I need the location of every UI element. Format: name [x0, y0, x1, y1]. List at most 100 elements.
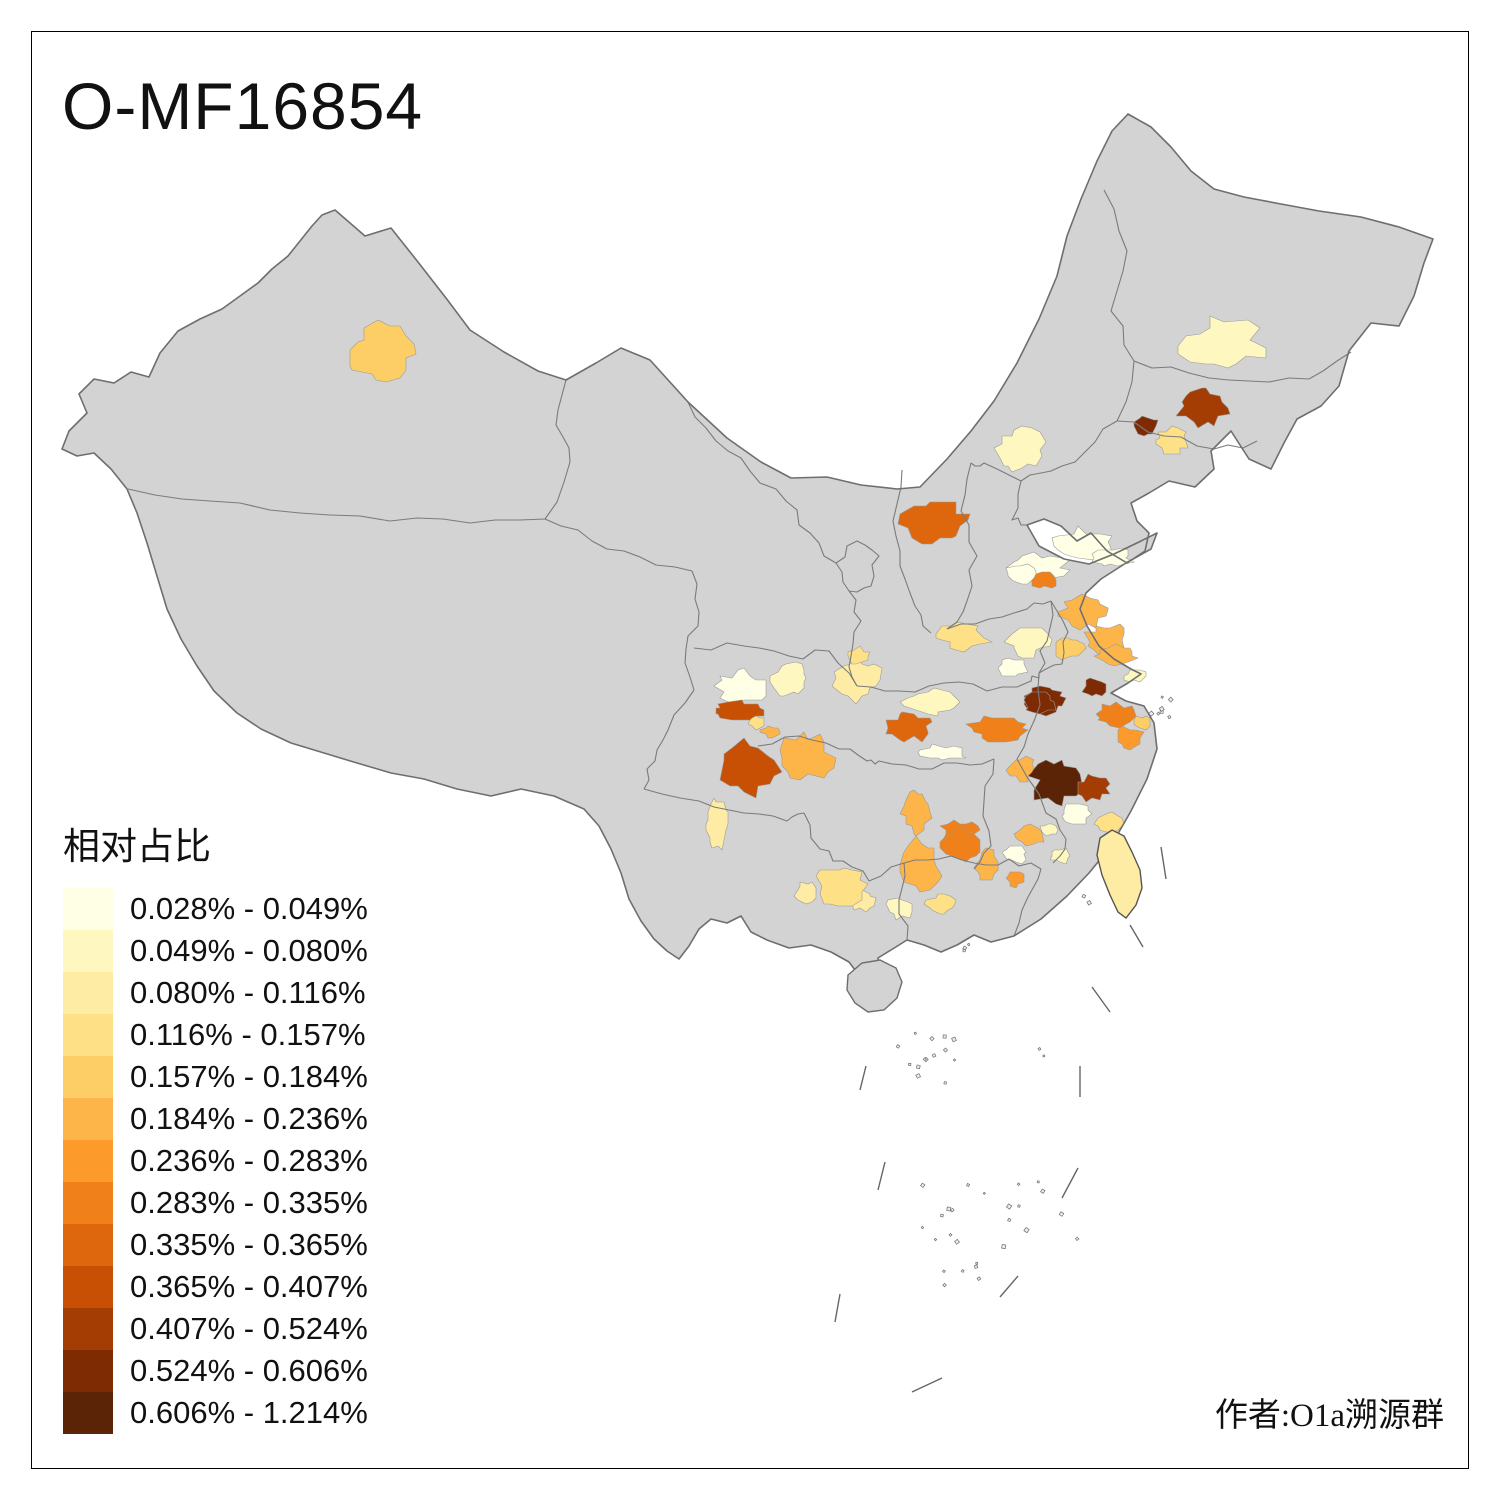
- nine-dash-line-segment: [1160, 846, 1167, 880]
- prefecture-region: [965, 715, 1029, 743]
- legend-label: 0.049% - 0.080%: [130, 933, 368, 968]
- legend-swatch: [63, 1392, 113, 1434]
- legend-item: 0.407% - 0.524%: [63, 1308, 368, 1350]
- small-island: [952, 1058, 957, 1062]
- small-island: [975, 1261, 979, 1265]
- legend-label: 0.184% - 0.236%: [130, 1101, 368, 1136]
- legend-swatch: [63, 1350, 113, 1392]
- prefecture-region: [1061, 803, 1093, 825]
- legend-swatch: [63, 972, 113, 1014]
- prefecture-region: [769, 661, 807, 697]
- small-island: [951, 1036, 957, 1043]
- prefecture-region: [1081, 677, 1107, 697]
- small-island: [1160, 695, 1164, 699]
- small-island: [1158, 705, 1165, 712]
- hainan-island: [846, 959, 903, 1013]
- prefecture-region: [719, 737, 783, 799]
- small-island: [913, 1031, 917, 1035]
- nine-dash-line-segment: [834, 1293, 841, 1323]
- small-island: [960, 1269, 965, 1273]
- small-island: [1167, 696, 1174, 703]
- prefecture-region: [1093, 643, 1139, 667]
- small-island: [942, 1047, 949, 1053]
- small-island: [942, 1282, 947, 1288]
- prefecture-region: [747, 715, 765, 731]
- nine-dash-line-segment: [911, 1377, 943, 1393]
- prefecture-region: [897, 501, 971, 545]
- legend-item: 0.236% - 0.283%: [63, 1140, 368, 1182]
- small-island: [908, 1062, 912, 1066]
- small-island: [1007, 1217, 1012, 1223]
- small-island: [943, 1081, 948, 1085]
- prefecture-region: [847, 645, 871, 665]
- taiwan-island: [1096, 829, 1143, 919]
- small-island: [942, 1269, 946, 1274]
- islands: [846, 829, 1143, 1013]
- prefecture-region: [759, 725, 781, 739]
- legend-item: 0.157% - 0.184%: [63, 1056, 368, 1098]
- national-border-outline: [61, 113, 1434, 992]
- nine-dash-line-segment: [999, 1275, 1019, 1298]
- prefecture-region: [779, 731, 837, 781]
- legend-item: 0.049% - 0.080%: [63, 930, 368, 972]
- legend-item: 0.606% - 1.214%: [63, 1392, 368, 1434]
- nine-dash-line-segment: [1129, 924, 1144, 948]
- small-island: [948, 1232, 953, 1237]
- small-island: [1037, 1047, 1042, 1051]
- nine-dash-line-segment: [859, 1065, 867, 1091]
- small-island: [967, 942, 971, 947]
- legend-swatch: [63, 888, 113, 930]
- prefecture-region: [1005, 563, 1037, 585]
- small-island: [940, 1213, 944, 1218]
- prefecture-region: [1117, 725, 1145, 751]
- prefecture-region: [885, 711, 933, 743]
- legend-label: 0.606% - 1.214%: [130, 1395, 368, 1430]
- small-island: [1001, 1243, 1007, 1250]
- legend-label: 0.236% - 0.283%: [130, 1143, 368, 1178]
- small-island: [973, 1264, 979, 1269]
- small-island: [1036, 1180, 1040, 1184]
- prefecture-region: [831, 653, 883, 705]
- legend-label: 0.116% - 0.157%: [130, 1017, 366, 1052]
- legend-title: 相对占比: [63, 827, 211, 868]
- prefecture-region: [1003, 627, 1053, 659]
- small-island: [966, 1182, 971, 1187]
- prefecture-region: [923, 893, 957, 915]
- small-island: [1167, 715, 1172, 720]
- legend: 相对占比 0.028% - 0.049% 0.049% - 0.080% 0.0…: [63, 816, 368, 1434]
- prefecture-region: [349, 319, 417, 383]
- legend-label: 0.335% - 0.365%: [130, 1227, 368, 1262]
- prefecture-region: [793, 881, 817, 905]
- small-island: [954, 1238, 960, 1245]
- prefecture-region: [939, 827, 981, 863]
- small-island: [950, 1207, 955, 1213]
- small-island: [982, 1191, 986, 1196]
- legend-label: 0.365% - 0.407%: [130, 1269, 368, 1304]
- legend-swatch: [63, 1140, 113, 1182]
- legend-item: 0.335% - 0.365%: [63, 1224, 368, 1266]
- prefecture-region: [935, 621, 993, 653]
- prefecture-region: [997, 657, 1029, 677]
- prefecture-region: [705, 797, 729, 851]
- prefecture-region: [1027, 759, 1085, 807]
- small-island: [1148, 710, 1155, 717]
- prefecture-region: [899, 835, 943, 893]
- legend-item: 0.365% - 0.407%: [63, 1266, 368, 1308]
- legend-swatch: [63, 1182, 113, 1224]
- small-island: [1023, 1226, 1030, 1234]
- prefecture-region: [1133, 415, 1159, 437]
- legend-swatch: [63, 1014, 113, 1056]
- small-island: [931, 1053, 937, 1058]
- prefecture-region: [1155, 425, 1189, 455]
- prefecture-region: [1177, 315, 1267, 369]
- nine-dash-line-segment: [1091, 986, 1111, 1013]
- legend-swatch: [63, 1224, 113, 1266]
- nine-dash-line-segment: [1061, 1167, 1079, 1199]
- prefecture-region: [917, 743, 967, 761]
- legend-item: 0.184% - 0.236%: [63, 1098, 368, 1140]
- nine-dash-line-segment: [877, 1161, 886, 1191]
- legend-swatch: [63, 930, 113, 972]
- mainland-china-shape: [62, 114, 1433, 991]
- prefecture-region: [993, 425, 1047, 473]
